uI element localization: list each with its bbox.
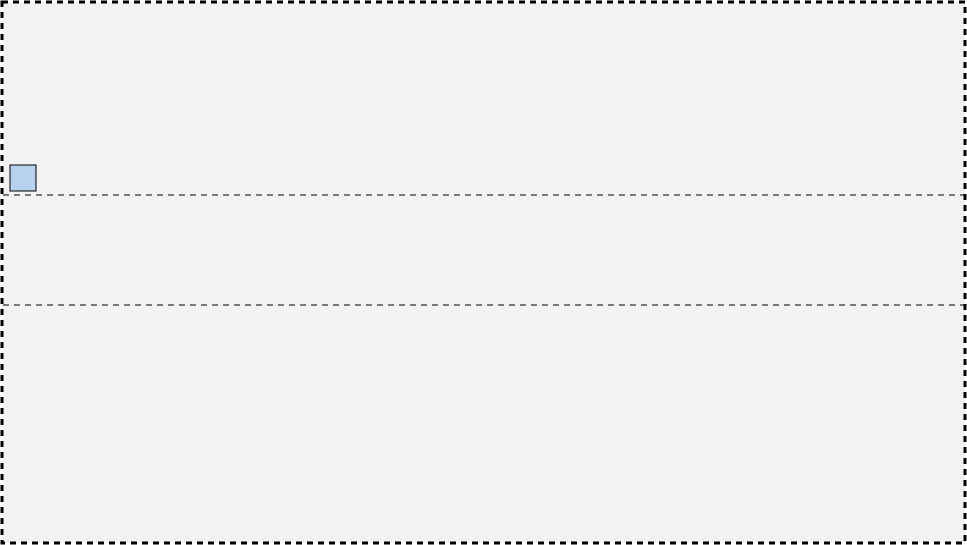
layer-badge bbox=[10, 165, 36, 191]
diagram-frame bbox=[2, 2, 965, 543]
